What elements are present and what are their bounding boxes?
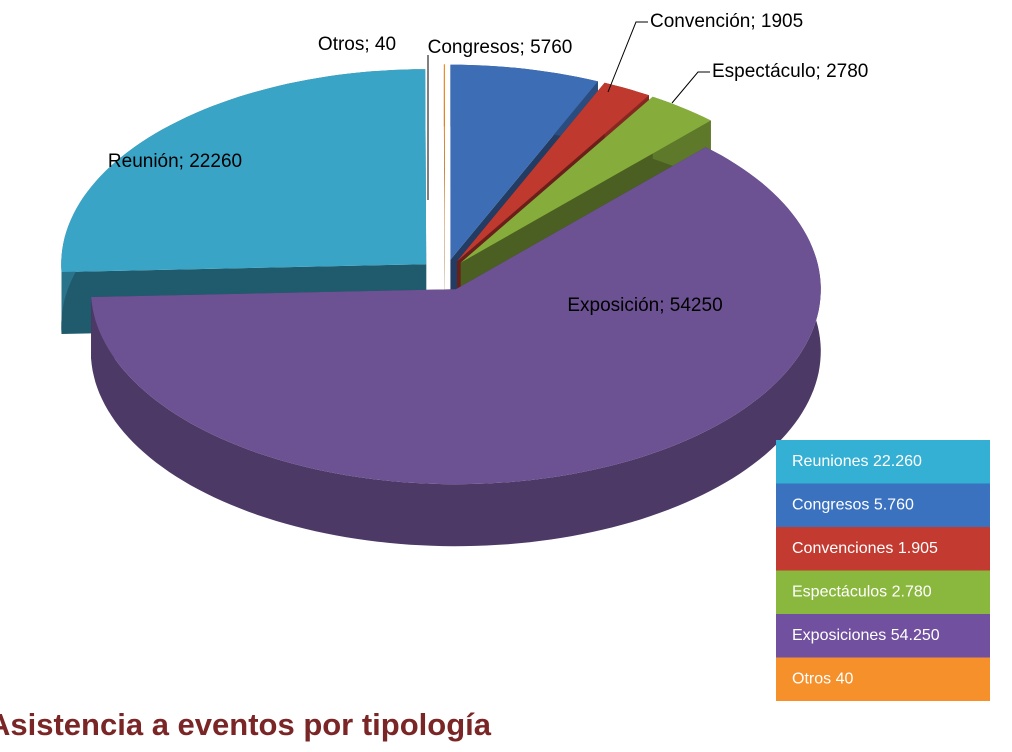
legend: Reuniones 22.260 Congresos 5.760 Convencio… — [776, 440, 990, 701]
data-label: Congresos; 5760 — [428, 37, 573, 58]
slice — [443, 64, 445, 322]
data-label: Reunión; 22260 — [108, 151, 242, 172]
legend-swatch — [776, 440, 990, 484]
slice-top — [457, 82, 649, 262]
legend-swatch — [776, 657, 990, 701]
leader-line — [671, 71, 710, 104]
data-labels: Congresos; 5760 Convención; 1905 Espectácu… — [108, 11, 868, 316]
data-label: Otros; 40 — [318, 34, 396, 55]
legend-label: Otros 40 — [792, 670, 853, 687]
legend-swatch — [776, 483, 990, 527]
slice-top — [460, 96, 711, 263]
legend-label: Espectáculos 2.780 — [792, 583, 932, 600]
legend-swatch — [776, 614, 990, 658]
data-label: Exposición; 54250 — [567, 295, 722, 316]
slice — [91, 147, 821, 547]
slice-top — [61, 69, 427, 272]
legend-swatch — [776, 527, 990, 571]
slice-top — [91, 147, 821, 485]
data-label: Convención; 1905 — [650, 11, 803, 32]
legend-label: Exposiciones 54.250 — [792, 627, 940, 644]
legend-label: Congresos 5.760 — [792, 496, 914, 513]
legend-swatch — [776, 570, 990, 614]
legend-label: Convenciones 1.905 — [792, 540, 938, 557]
pie — [61, 64, 821, 547]
chart-title: Asistencia a eventos por tipología — [0, 707, 492, 742]
slice-side — [443, 64, 445, 322]
data-label: Espectáculo; 2780 — [712, 61, 868, 82]
legend-label: Reuniones 22.260 — [792, 453, 922, 470]
slice-top — [450, 64, 598, 260]
slice-top — [443, 64, 445, 260]
leader-line — [607, 21, 648, 93]
